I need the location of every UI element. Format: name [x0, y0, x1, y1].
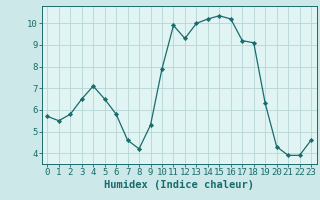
- X-axis label: Humidex (Indice chaleur): Humidex (Indice chaleur): [104, 180, 254, 190]
